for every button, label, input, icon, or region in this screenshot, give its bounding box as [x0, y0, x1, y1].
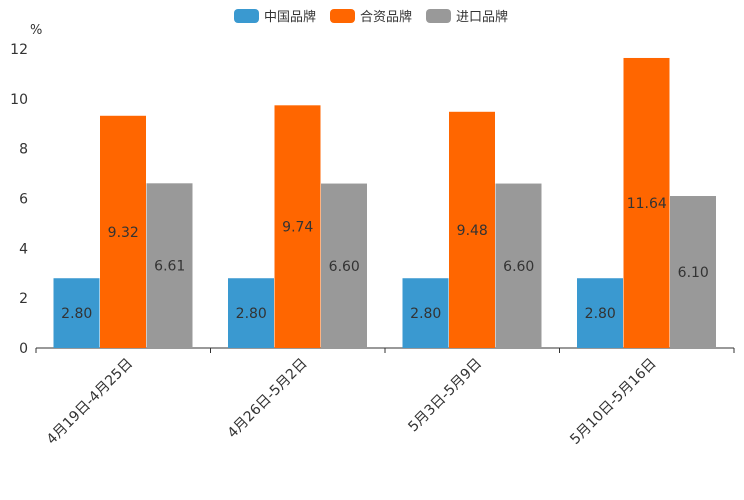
bar[interactable]	[274, 105, 321, 348]
bar[interactable]	[146, 183, 193, 348]
legend-swatch[interactable]	[330, 9, 355, 23]
data-labels: 2.80 9.32 6.61 2.80 9.74 6.60 2.80 9.48 6.60 2.80…	[61, 196, 709, 322]
data-label: 11.64	[627, 196, 667, 212]
x-category-label: 4月26日-5月2日	[225, 356, 311, 442]
data-label: 9.74	[282, 220, 313, 236]
y-tick-label: 4	[19, 241, 28, 257]
bar[interactable]	[321, 183, 367, 348]
data-label: 6.60	[329, 259, 360, 275]
y-tick-label: 8	[19, 142, 28, 158]
data-label: 2.80	[236, 306, 267, 322]
bar[interactable]	[495, 183, 542, 348]
data-label: 9.48	[457, 223, 488, 239]
x-category-label: 5月3日-5月9日	[405, 356, 485, 436]
bar[interactable]	[100, 115, 146, 348]
bar[interactable]	[53, 278, 100, 348]
y-axis-unit-label: %	[30, 23, 42, 38]
data-label: 2.80	[585, 306, 616, 322]
data-label: 2.80	[410, 306, 441, 322]
data-label: 2.80	[61, 306, 92, 322]
bar[interactable]	[228, 278, 274, 348]
x-category-label: 5月10日-5月16日	[567, 356, 659, 448]
bar[interactable]	[402, 278, 449, 348]
y-tick-label: 0	[19, 341, 28, 357]
bar[interactable]	[577, 278, 623, 348]
x-category-label: 4月19日-4月25日	[44, 356, 136, 448]
y-tick-label: 10	[10, 92, 28, 108]
bar[interactable]	[670, 196, 716, 348]
y-tick-label: 12	[10, 42, 28, 58]
data-label: 6.61	[154, 259, 185, 275]
legend-swatch[interactable]	[426, 9, 451, 23]
y-tick-label: 6	[19, 192, 28, 208]
bars	[53, 57, 716, 348]
legend-label[interactable]: 合资品牌	[360, 9, 412, 25]
data-label: 6.60	[503, 259, 534, 275]
data-label: 9.32	[108, 225, 139, 241]
y-tick-label: 2	[19, 291, 28, 307]
data-label: 6.10	[678, 265, 709, 281]
legend-label[interactable]: 中国品牌	[264, 9, 316, 25]
legend: 中国品牌 合资品牌 进口品牌	[234, 9, 508, 25]
legend-label[interactable]: 进口品牌	[456, 9, 508, 25]
bar[interactable]	[623, 57, 670, 348]
legend-swatch[interactable]	[234, 9, 259, 23]
bar[interactable]	[449, 111, 495, 348]
